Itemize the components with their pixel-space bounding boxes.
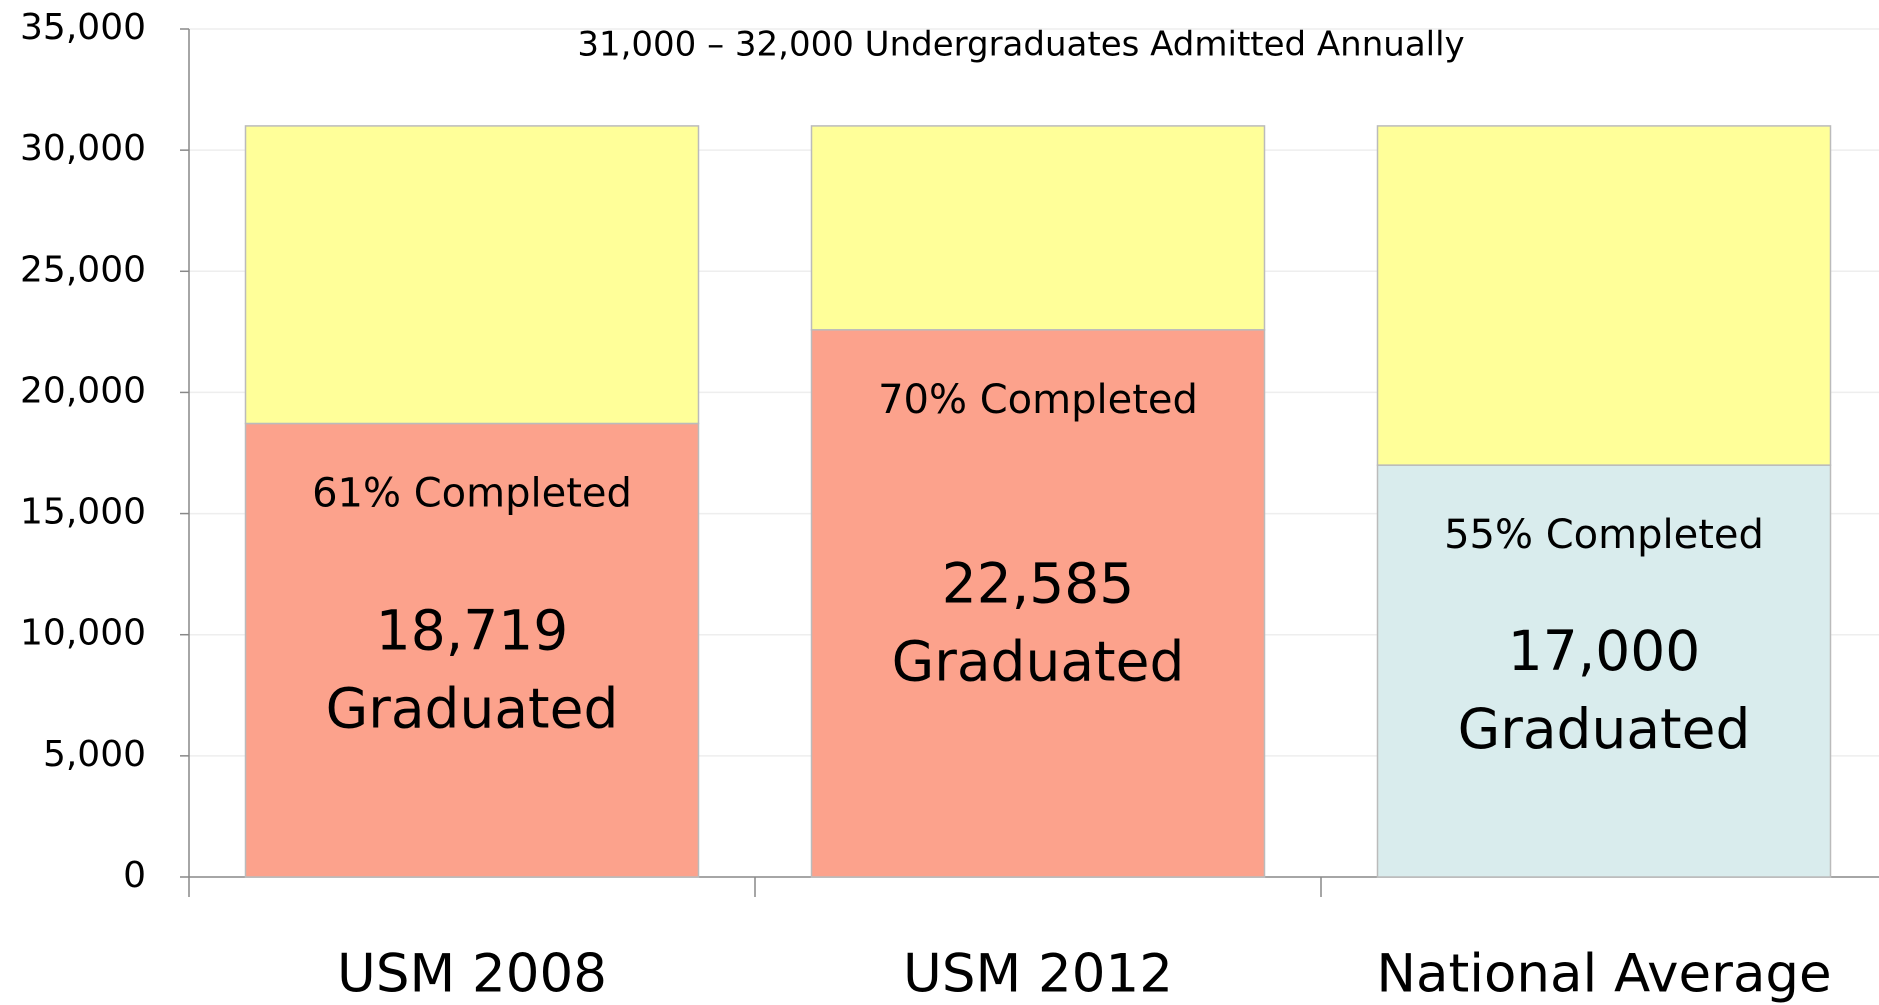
x-tick-label: USM 2008: [337, 944, 607, 1005]
value-sublabel: Graduated: [326, 676, 619, 740]
value-label: 18,719: [376, 598, 568, 662]
y-tick-label: 5,000: [43, 734, 146, 775]
x-tick-label: USM 2012: [903, 944, 1173, 1005]
value-sublabel: Graduated: [892, 630, 1185, 694]
value-label: 22,585: [942, 552, 1134, 616]
bar-segment: [810, 329, 1266, 878]
y-tick-label: 25,000: [20, 249, 146, 290]
bar-segment: [244, 422, 700, 878]
y-tick-label: 15,000: [20, 492, 146, 533]
y-tick-label: 20,000: [20, 370, 146, 411]
y-tick-label: 0: [123, 855, 146, 896]
bar-segment: [1376, 464, 1832, 878]
completion-label: 70% Completed: [878, 377, 1198, 423]
bar-segment: [244, 125, 700, 425]
chart-title: 31,000 – 32,000 Undergraduates Admitted …: [577, 25, 1464, 65]
bar-segment: [810, 125, 1266, 331]
value-label: 17,000: [1508, 619, 1700, 683]
completion-label: 61% Completed: [312, 470, 632, 516]
completion-label: 55% Completed: [1444, 512, 1764, 558]
bar-segment: [1376, 125, 1832, 466]
y-tick-label: 30,000: [20, 128, 146, 169]
x-tick-label: National Average: [1376, 944, 1831, 1005]
value-sublabel: Graduated: [1458, 697, 1751, 761]
y-tick-label: 10,000: [20, 613, 146, 654]
y-tick-label: 35,000: [20, 7, 146, 48]
